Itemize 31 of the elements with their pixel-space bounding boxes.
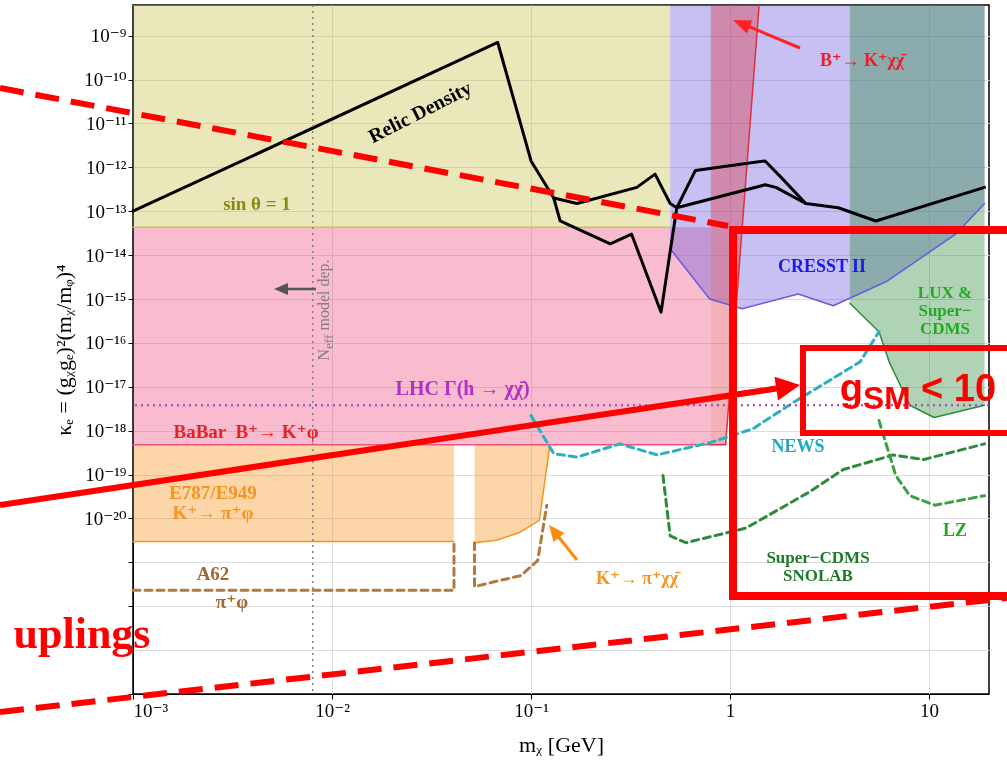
annotation: B⁺→ K⁺χχ̄ — [819, 49, 905, 70]
y-tick-label: 10⁻¹⁶ — [85, 332, 127, 354]
y-tick-label: 10⁻⁹ — [90, 25, 127, 47]
y-tick-label: 10⁻¹⁰ — [84, 69, 127, 91]
y-tick-label: 10⁻¹⁸ — [85, 420, 127, 442]
annotation: E787/E949 K⁺→ π⁺φ — [169, 482, 257, 523]
annotation: LUX & Super− CDMS — [917, 283, 973, 338]
annotation: BaBar B⁺→ K⁺φ — [173, 421, 319, 443]
annotation: A62 — [196, 563, 230, 585]
x-axis-title: mᵪ [GeV] — [518, 731, 605, 757]
y-tick-label: 10⁻¹⁴ — [85, 244, 127, 266]
annotation: π⁺φ — [215, 591, 249, 613]
x-tick-label: 10⁻³ — [133, 699, 169, 721]
annotation: NEWS — [771, 435, 825, 456]
y-tick-label: 10⁻¹⁵ — [85, 288, 127, 310]
y-tick-label: 10⁻¹⁹ — [85, 464, 127, 486]
x-tick-label: 10⁻² — [315, 699, 351, 721]
y-tick-label: 10⁻¹² — [86, 156, 127, 178]
annotation: CRESST II — [777, 255, 867, 276]
ref-line-label: LHC Γ(h → χχ̄) — [395, 377, 530, 401]
annotation: sin θ = 1 — [223, 193, 291, 215]
y-axis-title: κₑ = (gᵪgₑ)²(mᵪ/mᵩ)⁴ — [51, 263, 77, 436]
y-tick-label: 10⁻¹³ — [86, 200, 127, 222]
y-tick-label: 10⁻²⁰ — [84, 507, 127, 529]
annotation: Super−CDMS SNOLAB — [766, 548, 870, 585]
y-tick-label: 10⁻¹⁷ — [85, 376, 127, 398]
annotation: LZ — [942, 519, 968, 540]
x-tick-label: 10⁻¹ — [514, 699, 550, 721]
x-tick-label: 10 — [920, 699, 940, 721]
x-tick-label: 1 — [725, 699, 736, 721]
y-tick-label: 10⁻¹¹ — [86, 112, 127, 134]
